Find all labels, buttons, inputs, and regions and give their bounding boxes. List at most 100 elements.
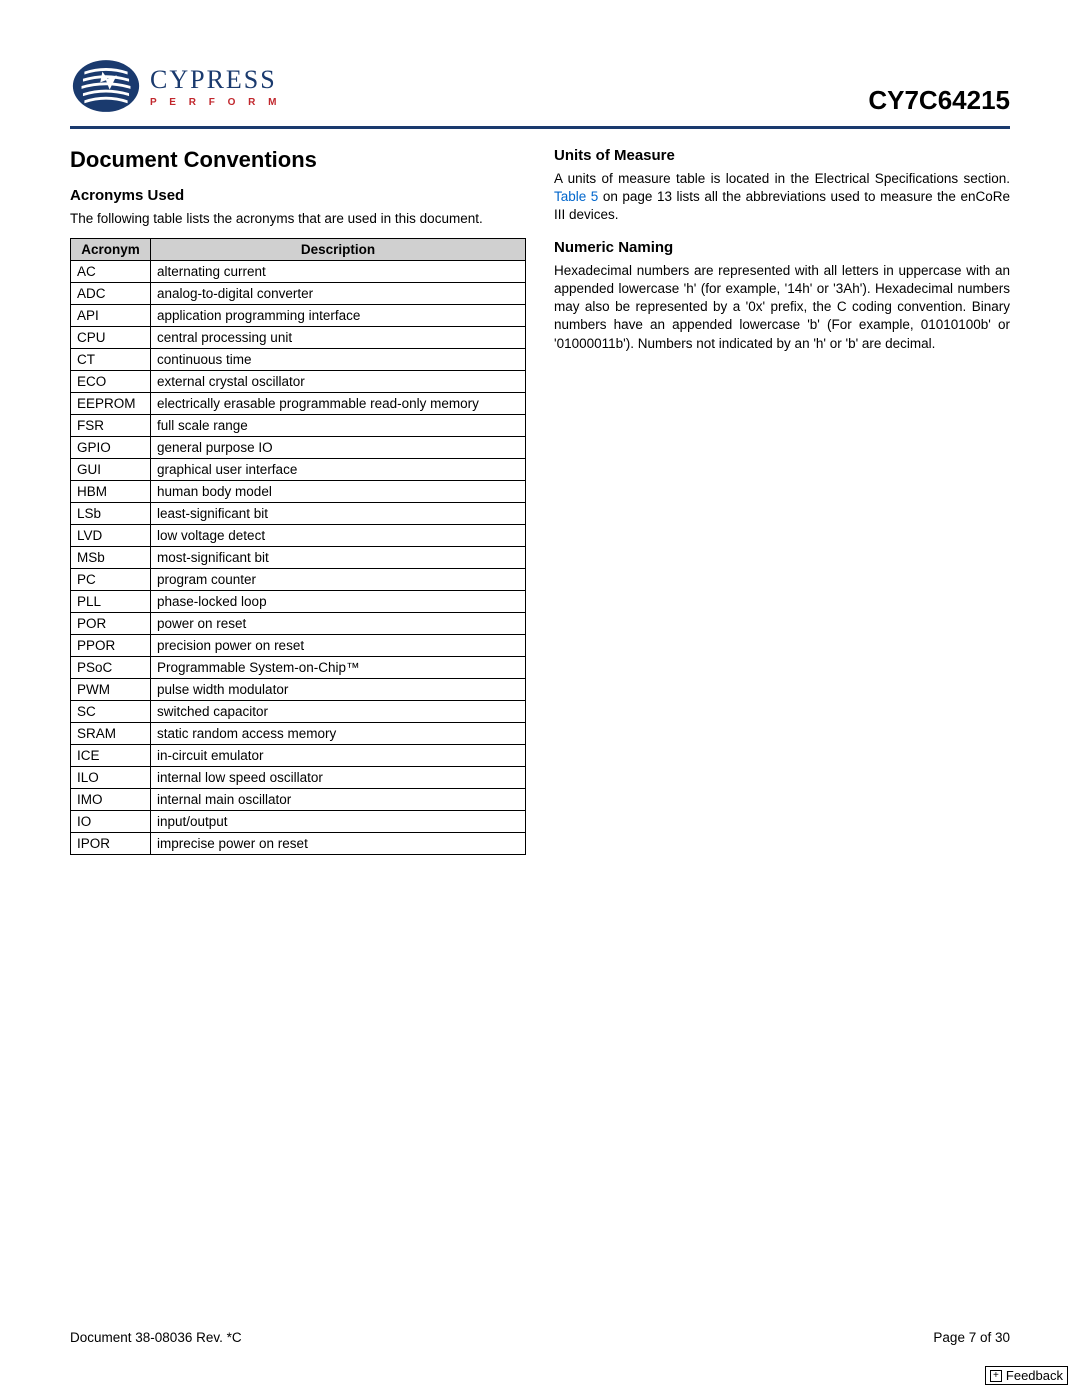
table-row: IOinput/output	[71, 811, 526, 833]
table-row: ECOexternal crystal oscillator	[71, 371, 526, 393]
page-header: CYPRESS P E R F O R M CY7C64215	[70, 50, 1010, 122]
units-text-pre: A units of measure table is located in t…	[554, 171, 1010, 186]
table-row: ACalternating current	[71, 261, 526, 283]
description-cell: internal low speed oscillator	[151, 767, 526, 789]
acronym-cell: CT	[71, 349, 151, 371]
footer-page: Page 7 of 30	[933, 1330, 1010, 1345]
table-row: GUIgraphical user interface	[71, 459, 526, 481]
acronym-cell: GPIO	[71, 437, 151, 459]
acronym-cell: AC	[71, 261, 151, 283]
table-row: SRAMstatic random access memory	[71, 723, 526, 745]
cypress-logo-icon	[70, 50, 142, 122]
numeric-paragraph: Hexadecimal numbers are represented with…	[554, 262, 1010, 353]
description-cell: precision power on reset	[151, 635, 526, 657]
acronym-cell: ECO	[71, 371, 151, 393]
feedback-button[interactable]: + Feedback	[985, 1366, 1068, 1385]
description-cell: power on reset	[151, 613, 526, 635]
numeric-heading: Numeric Naming	[554, 239, 1010, 256]
table-row: PWMpulse width modulator	[71, 679, 526, 701]
acronyms-intro: The following table lists the acronyms t…	[70, 210, 526, 228]
acronym-cell: PWM	[71, 679, 151, 701]
description-cell: in-circuit emulator	[151, 745, 526, 767]
section-title: Document Conventions	[70, 147, 526, 173]
units-heading: Units of Measure	[554, 147, 1010, 164]
description-cell: central processing unit	[151, 327, 526, 349]
acronym-cell: API	[71, 305, 151, 327]
description-cell: Programmable System-on-Chip™	[151, 657, 526, 679]
acronym-cell: LVD	[71, 525, 151, 547]
description-cell: continuous time	[151, 349, 526, 371]
header-rule	[70, 126, 1010, 129]
acronym-cell: MSb	[71, 547, 151, 569]
acronym-cell: IO	[71, 811, 151, 833]
feedback-label: Feedback	[1006, 1368, 1063, 1383]
description-cell: switched capacitor	[151, 701, 526, 723]
table-row: SCswitched capacitor	[71, 701, 526, 723]
description-cell: pulse width modulator	[151, 679, 526, 701]
description-cell: most-significant bit	[151, 547, 526, 569]
acronym-cell: HBM	[71, 481, 151, 503]
acronym-cell: SC	[71, 701, 151, 723]
description-cell: program counter	[151, 569, 526, 591]
description-cell: graphical user interface	[151, 459, 526, 481]
table-row: PORpower on reset	[71, 613, 526, 635]
table-row: IMOinternal main oscillator	[71, 789, 526, 811]
table-header-description: Description	[151, 239, 526, 261]
units-paragraph: A units of measure table is located in t…	[554, 170, 1010, 225]
table-row: PLLphase-locked loop	[71, 591, 526, 613]
table-row: EEPROMelectrically erasable programmable…	[71, 393, 526, 415]
logo-word: CYPRESS	[150, 65, 282, 95]
description-cell: phase-locked loop	[151, 591, 526, 613]
acronym-cell: POR	[71, 613, 151, 635]
table-row: APIapplication programming interface	[71, 305, 526, 327]
table-row: PCprogram counter	[71, 569, 526, 591]
logo: CYPRESS P E R F O R M	[70, 50, 282, 122]
acronym-cell: GUI	[71, 459, 151, 481]
description-cell: input/output	[151, 811, 526, 833]
acronym-cell: PLL	[71, 591, 151, 613]
table-row: ILOinternal low speed oscillator	[71, 767, 526, 789]
description-cell: full scale range	[151, 415, 526, 437]
description-cell: external crystal oscillator	[151, 371, 526, 393]
acronym-cell: PC	[71, 569, 151, 591]
description-cell: imprecise power on reset	[151, 833, 526, 855]
footer-doc: Document 38-08036 Rev. *C	[70, 1330, 242, 1345]
acronym-cell: IPOR	[71, 833, 151, 855]
acronym-cell: ILO	[71, 767, 151, 789]
acronym-cell: LSb	[71, 503, 151, 525]
table-header-acronym: Acronym	[71, 239, 151, 261]
description-cell: internal main oscillator	[151, 789, 526, 811]
acronym-cell: ADC	[71, 283, 151, 305]
table-row: LVDlow voltage detect	[71, 525, 526, 547]
table-row: FSRfull scale range	[71, 415, 526, 437]
table-row: CTcontinuous time	[71, 349, 526, 371]
description-cell: application programming interface	[151, 305, 526, 327]
acronym-cell: PPOR	[71, 635, 151, 657]
acronym-cell: CPU	[71, 327, 151, 349]
acronym-cell: FSR	[71, 415, 151, 437]
acronym-cell: SRAM	[71, 723, 151, 745]
table-row: PPORprecision power on reset	[71, 635, 526, 657]
table-row: ICEin-circuit emulator	[71, 745, 526, 767]
description-cell: general purpose IO	[151, 437, 526, 459]
table-row: IPORimprecise power on reset	[71, 833, 526, 855]
table-row: PSoCProgrammable System-on-Chip™	[71, 657, 526, 679]
page-footer: Document 38-08036 Rev. *C Page 7 of 30	[70, 1330, 1010, 1345]
description-cell: analog-to-digital converter	[151, 283, 526, 305]
description-cell: electrically erasable programmable read-…	[151, 393, 526, 415]
description-cell: human body model	[151, 481, 526, 503]
units-text-post: on page 13 lists all the abbreviations u…	[554, 189, 1010, 222]
description-cell: static random access memory	[151, 723, 526, 745]
acronym-cell: IMO	[71, 789, 151, 811]
acronym-cell: PSoC	[71, 657, 151, 679]
table-row: GPIOgeneral purpose IO	[71, 437, 526, 459]
table-row: CPUcentral processing unit	[71, 327, 526, 349]
right-column: Units of Measure A units of measure tabl…	[554, 147, 1010, 855]
description-cell: alternating current	[151, 261, 526, 283]
part-number: CY7C64215	[868, 85, 1010, 122]
table-row: LSbleast-significant bit	[71, 503, 526, 525]
plus-icon: +	[990, 1370, 1002, 1382]
acronym-table: Acronym Description ACalternating curren…	[70, 238, 526, 855]
table5-link[interactable]: Table 5	[554, 189, 598, 204]
acronym-cell: ICE	[71, 745, 151, 767]
